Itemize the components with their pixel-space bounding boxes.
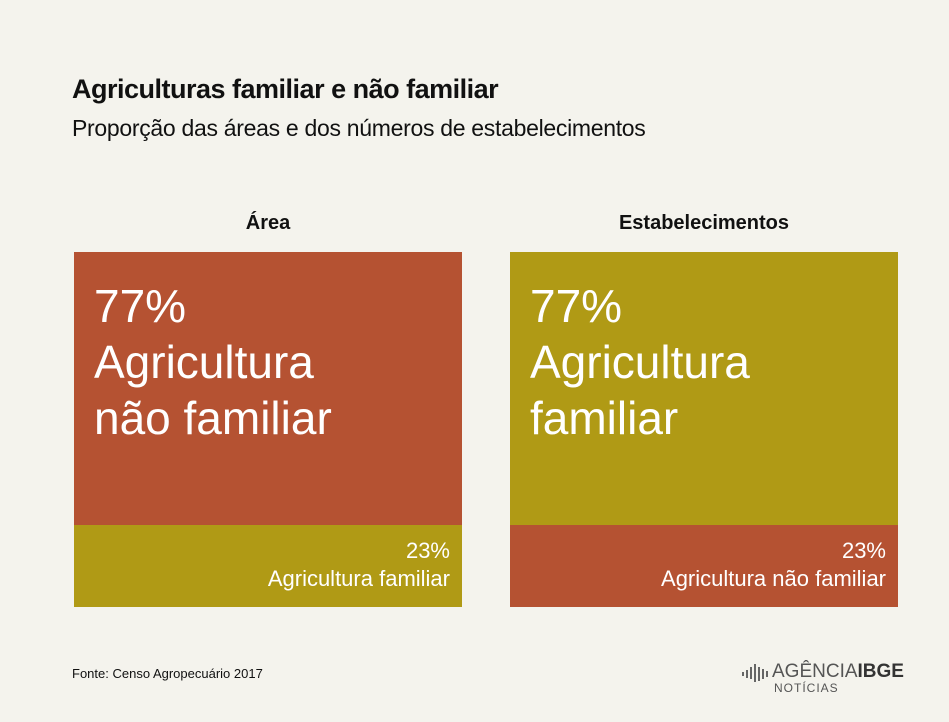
panel-title: Estabelecimentos <box>618 212 790 234</box>
segment-name: Agricultura não familiar <box>661 566 886 592</box>
stacked-bar: 77% Agricultura familiar 23% Agricultura nã… <box>510 252 898 607</box>
segment-name: Agricultura não familiar <box>94 336 332 444</box>
value-label: 77% <box>530 280 623 332</box>
logo-main: AGÊNCIA <box>772 661 858 682</box>
panel: Estabelecimentos 77% Agricultura familiar 2… <box>510 212 898 607</box>
bar-segment: 77% Agricultura familiar <box>510 252 898 526</box>
segment-name: Agricultura familiar <box>530 336 750 444</box>
value-label: 23% <box>405 538 450 564</box>
value-label: 77% <box>94 280 187 332</box>
title: Agriculturas familiar e não familiar <box>72 74 499 104</box>
bar-segment: 77% Agricultura não familiar <box>74 252 462 526</box>
source: Fonte: Censo Agropecuário 2017 <box>72 666 263 681</box>
segment-name: Agricultura familiar <box>267 566 450 592</box>
bar-segment: 23% Agricultura não familiar <box>510 525 898 607</box>
logo-bold: IBGE <box>857 661 904 682</box>
value-label: 23% <box>841 538 886 564</box>
subtitle: Proporção das áreas e dos números de est… <box>72 115 646 141</box>
logo-text: AGÊNCIAIBGE <box>772 661 904 683</box>
stacked-bar: 77% Agricultura não familiar 23% Agricultur… <box>74 252 462 607</box>
logo-icon <box>742 664 768 682</box>
panel: Área 77% Agricultura não familiar 23% Agricu… <box>74 212 462 607</box>
logo-sub: NOTÍCIAS <box>774 681 839 695</box>
bar-segment: 23% Agricultura familiar <box>74 525 462 607</box>
panel-title: Área <box>245 212 291 234</box>
